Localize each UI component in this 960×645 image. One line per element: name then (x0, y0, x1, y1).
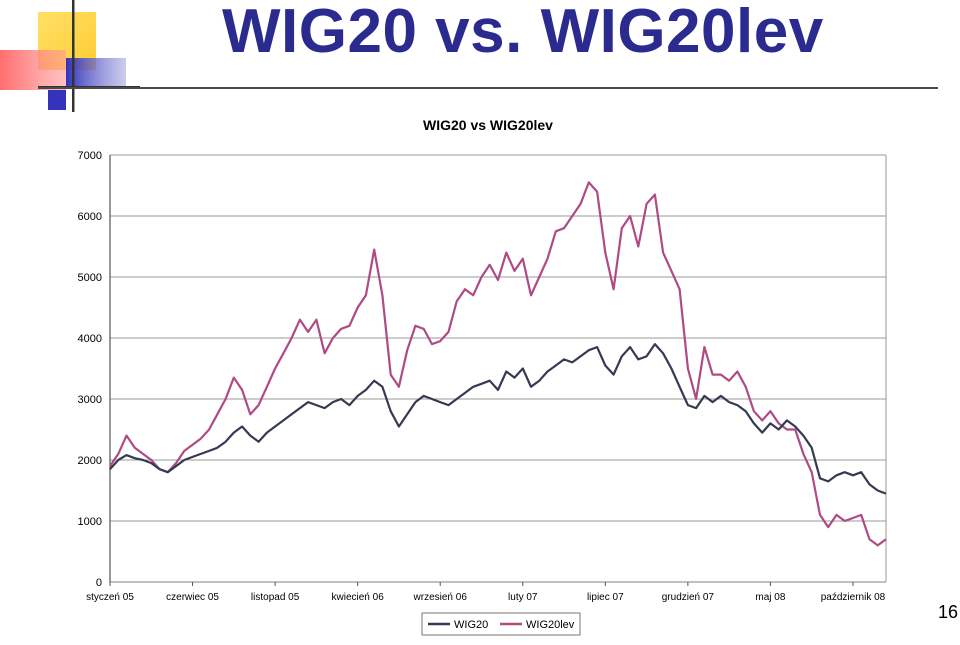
series-line-wig20lev (109, 181, 887, 547)
legend-label-wig20: WIG20 (454, 619, 488, 631)
x-tick-label: maj 08 (755, 592, 785, 603)
y-tick-label: 7000 (78, 150, 102, 162)
x-tick-label: październik 08 (821, 592, 886, 603)
x-tick-label: wrzesień 06 (413, 592, 468, 603)
legend-label-wig20lev: WIG20lev (526, 619, 575, 631)
title-underline (38, 87, 938, 89)
x-tick-label: styczeń 05 (86, 592, 134, 603)
x-tick-label: kwiecień 06 (332, 592, 385, 603)
x-tick-label: listopad 05 (251, 592, 300, 603)
x-tick-label: luty 07 (508, 592, 538, 603)
y-tick-label: 6000 (78, 211, 102, 223)
slide-title: WIG20 vs. WIG20lev (222, 0, 824, 66)
series-line-wig20 (109, 343, 887, 495)
y-tick-label: 3000 (78, 394, 102, 406)
chart-title: WIG20 vs WIG20lev (423, 117, 553, 133)
y-tick-label: 0 (96, 577, 102, 589)
x-tick-label: grudzień 07 (662, 592, 715, 603)
y-tick-label: 1000 (78, 516, 102, 528)
y-tick-label: 2000 (78, 455, 102, 467)
y-tick-label: 4000 (78, 333, 102, 345)
x-tick-label: lipiec 07 (587, 592, 624, 603)
x-tick-label: czerwiec 05 (166, 592, 219, 603)
page-number: 16 (937, 602, 958, 622)
y-tick-label: 5000 (78, 272, 102, 284)
